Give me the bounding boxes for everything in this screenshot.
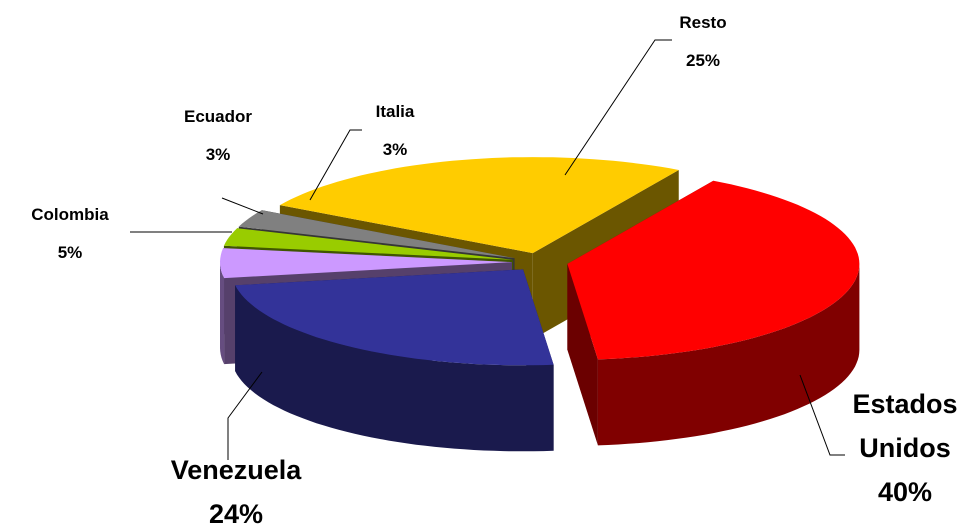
value-label: 3% <box>205 145 231 164</box>
leader-line <box>799 374 845 456</box>
value-label: 25% <box>685 51 721 70</box>
slice-top <box>235 269 554 366</box>
slice-top <box>238 210 515 259</box>
slice-top <box>567 180 860 360</box>
slice <box>567 180 860 446</box>
category-label: Italia <box>375 102 415 121</box>
category-label: Colombia <box>31 205 109 224</box>
slice-top <box>220 248 513 279</box>
value-label: 24% <box>208 499 264 529</box>
slice-wall <box>220 262 225 365</box>
data-label: Venezuela 24% <box>136 448 336 529</box>
data-label: Colombia 5% <box>5 196 135 272</box>
slice-top <box>279 157 679 254</box>
value-label: 3% <box>382 140 408 159</box>
category-label: Estados Unidos <box>852 389 958 463</box>
category-label: Resto <box>679 13 727 32</box>
slice-side <box>567 263 598 446</box>
category-label: Ecuador <box>183 107 253 126</box>
slice-top <box>223 228 513 260</box>
leader-line <box>309 129 362 201</box>
data-label: Resto 25% <box>643 4 763 80</box>
data-label: Estados Unidos 40% <box>835 382 975 514</box>
value-label: 5% <box>57 243 83 262</box>
value-label: 40% <box>877 477 933 507</box>
slice-wall <box>235 285 554 452</box>
data-label: Ecuador 3% <box>158 98 278 174</box>
leader-line <box>221 197 264 215</box>
category-label: Venezuela <box>170 455 302 485</box>
slice <box>235 269 554 452</box>
slice-wall <box>597 263 860 446</box>
data-label: Italia 3% <box>345 93 445 169</box>
leader-line <box>227 371 263 460</box>
leader-line <box>564 39 672 176</box>
